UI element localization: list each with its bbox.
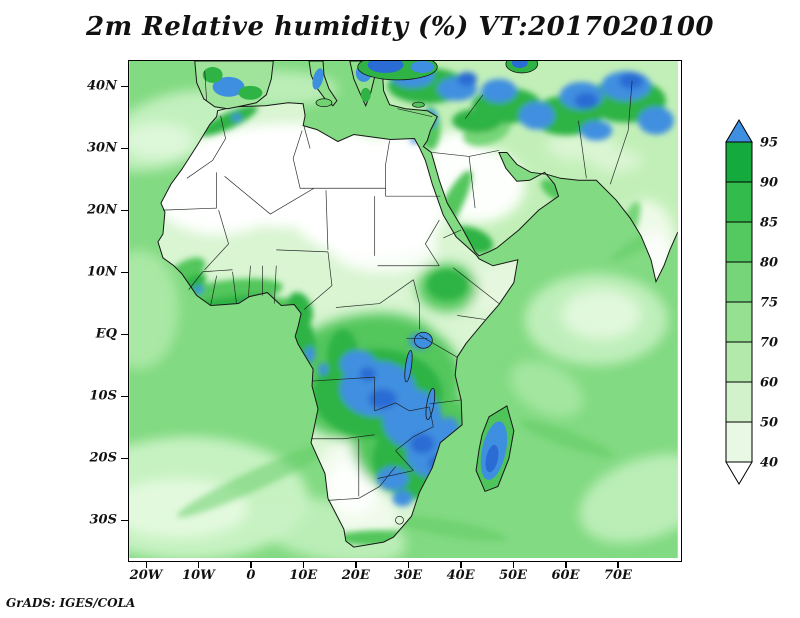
colorbar-tick-label: 95 — [760, 136, 778, 151]
x-axis-label: 60E — [551, 568, 580, 583]
x-axis-tick — [565, 561, 567, 568]
colorbar-tick-label: 50 — [760, 416, 778, 431]
y-axis-tick — [120, 147, 128, 149]
colorbar-legend: 95 90 85 80 75 70 60 50 40 — [722, 118, 794, 502]
italy-peninsula — [308, 61, 338, 108]
map-svg — [129, 61, 678, 558]
x-axis-tick — [302, 561, 305, 568]
africa-coastline — [157, 102, 519, 548]
y-axis-tick — [120, 519, 128, 521]
iberia-peninsula — [194, 61, 274, 110]
colorbar-tick-label: 90 — [760, 176, 778, 191]
y-axis-tick — [120, 457, 128, 459]
x-axis-tick — [407, 561, 410, 568]
cyprus-island — [412, 101, 425, 108]
map-area: 20W 10W 0 10E 20E 30E 40E 50E 60E 70E 40N 30N 20N 10N… — [87, 60, 682, 583]
y-axis-label: 40N — [87, 78, 117, 94]
y-axis-tick — [120, 395, 128, 397]
colorbar-segment — [725, 141, 753, 183]
y-axis-tick — [120, 85, 128, 87]
x-axis-tick — [145, 561, 147, 568]
y-axis-tick — [120, 209, 128, 211]
y-axis-label: 20N — [87, 202, 117, 218]
colorbar-tick-label: 60 — [760, 376, 778, 391]
x-axis-tick — [197, 561, 200, 568]
colorbar-svg: 95 90 85 80 75 70 60 50 40 — [725, 119, 778, 485]
colorbar-segment — [725, 301, 753, 343]
y-axis-label: EQ — [95, 326, 117, 342]
x-axis-tick — [355, 561, 357, 568]
colorbar-segment — [725, 221, 753, 263]
madagascar-island — [475, 405, 515, 493]
y-axis-label: 30S — [89, 512, 117, 528]
x-axis-label: 70E — [603, 568, 632, 583]
x-axis-label: 40E — [446, 568, 475, 583]
x-axis-tick — [460, 561, 462, 568]
y-axis-tick — [120, 271, 128, 273]
x-axis-label: 10E — [289, 568, 318, 583]
y-axis-label: 10S — [89, 388, 117, 404]
colorbar-tick-label: 40 — [760, 456, 778, 471]
colorbar-below-min-arrow — [725, 461, 753, 485]
colorbar-tick-label: 85 — [760, 216, 778, 231]
chart-title: 2m Relative humidity (%) VT:2017020100 — [86, 12, 714, 42]
y-axis-tick — [120, 333, 128, 335]
colorbar-tick-label: 80 — [760, 256, 778, 271]
x-axis-label: 20W — [129, 568, 163, 583]
x-axis-tick — [250, 561, 252, 568]
attribution-text: GrADS: IGES/COLA — [6, 596, 136, 610]
x-axis-label: 30E — [394, 568, 423, 583]
x-axis-label: 20E — [341, 568, 370, 583]
colorbar-segment — [725, 181, 753, 223]
y-axis-label: 20S — [89, 450, 117, 466]
colorbar-above-max-arrow — [725, 119, 753, 143]
black-sea — [357, 61, 438, 81]
colorbar-tick-label: 75 — [760, 296, 778, 311]
y-axis-label: 30N — [87, 140, 117, 156]
x-axis-label: 50E — [499, 568, 528, 583]
colorbar-tick-label: 70 — [760, 336, 778, 351]
caspian-sea — [505, 61, 539, 74]
colorbar-segment — [725, 381, 753, 423]
colorbar-segment — [725, 341, 753, 383]
colorbar-segment — [725, 261, 753, 303]
x-axis-tick — [512, 561, 515, 568]
x-axis-label: 0 — [246, 568, 256, 583]
x-axis-label: 10W — [182, 568, 215, 583]
x-axis-tick — [617, 561, 619, 568]
colorbar-segment — [725, 421, 753, 463]
y-axis-label: 10N — [87, 264, 117, 280]
country-borders — [162, 70, 633, 525]
